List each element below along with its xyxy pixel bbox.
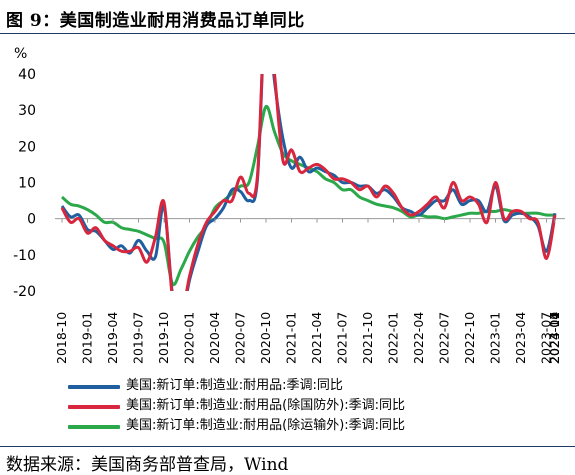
x-tick-label: 2024-01 (547, 312, 562, 364)
y-tick-label: -20 (13, 284, 36, 300)
legend-item: 美国:新订单:制造业:耐用品(除运输外):季调:同比 (68, 416, 568, 436)
y-axis-unit: % (14, 46, 27, 62)
x-tick-label: 2020-07 (233, 312, 248, 364)
series-line-2 (60, 105, 556, 287)
legend-label: 美国:新订单:制造业:耐用品(除国防外):季调:同比 (126, 398, 406, 413)
legend-label: 美国:新订单:制造业:耐用品(除运输外):季调:同比 (126, 418, 406, 433)
x-tick-label: 2024-07 (547, 312, 562, 364)
x-tick-label: 2019-01 (80, 312, 95, 364)
x-tick-label: 2023-10 (547, 312, 562, 364)
x-tick-label: 2021-07 (335, 312, 350, 364)
title-bar: 图 9：美国制造业耐用消费品订单同比 (0, 0, 575, 34)
source-note: 数据来源：美国商务部普查局，Wind (6, 455, 289, 475)
legend-swatch (68, 385, 120, 389)
x-tick-label: 2020-04 (207, 312, 222, 364)
y-tick-label: 10 (18, 176, 36, 192)
y-tick-label: 20 (18, 139, 36, 155)
y-tick-label: 40 (18, 67, 36, 83)
series-group (60, 74, 557, 291)
y-tick-label: 0 (27, 212, 36, 228)
x-tick-label: 2022-01 (386, 312, 401, 364)
x-tick-label: 2021-01 (284, 312, 299, 364)
x-tick-label: 2022-04 (411, 312, 426, 364)
y-tick-label: 30 (18, 103, 36, 119)
chart-title: 图 9：美国制造业耐用消费品订单同比 (6, 11, 305, 31)
x-tick-label: 2021-10 (360, 312, 375, 364)
x-tick-label: 2021-04 (309, 312, 324, 364)
legend-item: 美国:新订单:制造业:耐用品(除国防外):季调:同比 (68, 396, 568, 416)
legend-swatch (68, 405, 120, 409)
x-tick-label: 2018-10 (54, 312, 69, 364)
x-tick-label: 2019-07 (131, 312, 146, 364)
x-tick-label: 2020-01 (182, 312, 197, 364)
x-tick-label: 2023-01 (488, 312, 503, 364)
legend-label: 美国:新订单:制造业:耐用品:季调:同比 (126, 378, 343, 393)
x-axis-ticks: 2018-10 2019-01 2019-04 2019-07 2019-10 2020-… (54, 218, 562, 364)
y-tick-label: -10 (13, 248, 36, 264)
series-line-0 (60, 74, 557, 291)
legend-swatch (68, 425, 120, 429)
legend-item: 美国:新订单:制造业:耐用品:季调:同比 (68, 376, 568, 396)
x-tick-label: 2023-04 (513, 312, 528, 364)
x-tick-label: 2019-10 (156, 312, 171, 364)
legend: 美国:新订单:制造业:耐用品:季调:同比美国:新订单:制造业:耐用品(除国防外)… (68, 376, 568, 436)
x-tick-label: 2019-04 (105, 312, 120, 364)
x-tick-label: 2022-07 (437, 312, 452, 364)
source-bar: 数据来源：美国商务部普查局，Wind (0, 446, 575, 475)
y-axis-ticks: -20 -10 0 10 20 30 40 (13, 67, 36, 300)
x-tick-label: 2023-07 (539, 312, 554, 364)
series-line-1 (60, 74, 557, 291)
x-tick-label: 2020-10 (258, 312, 273, 364)
x-tick-label: 2022-10 (462, 312, 477, 364)
x-tick-label: 2024-04 (547, 312, 562, 364)
